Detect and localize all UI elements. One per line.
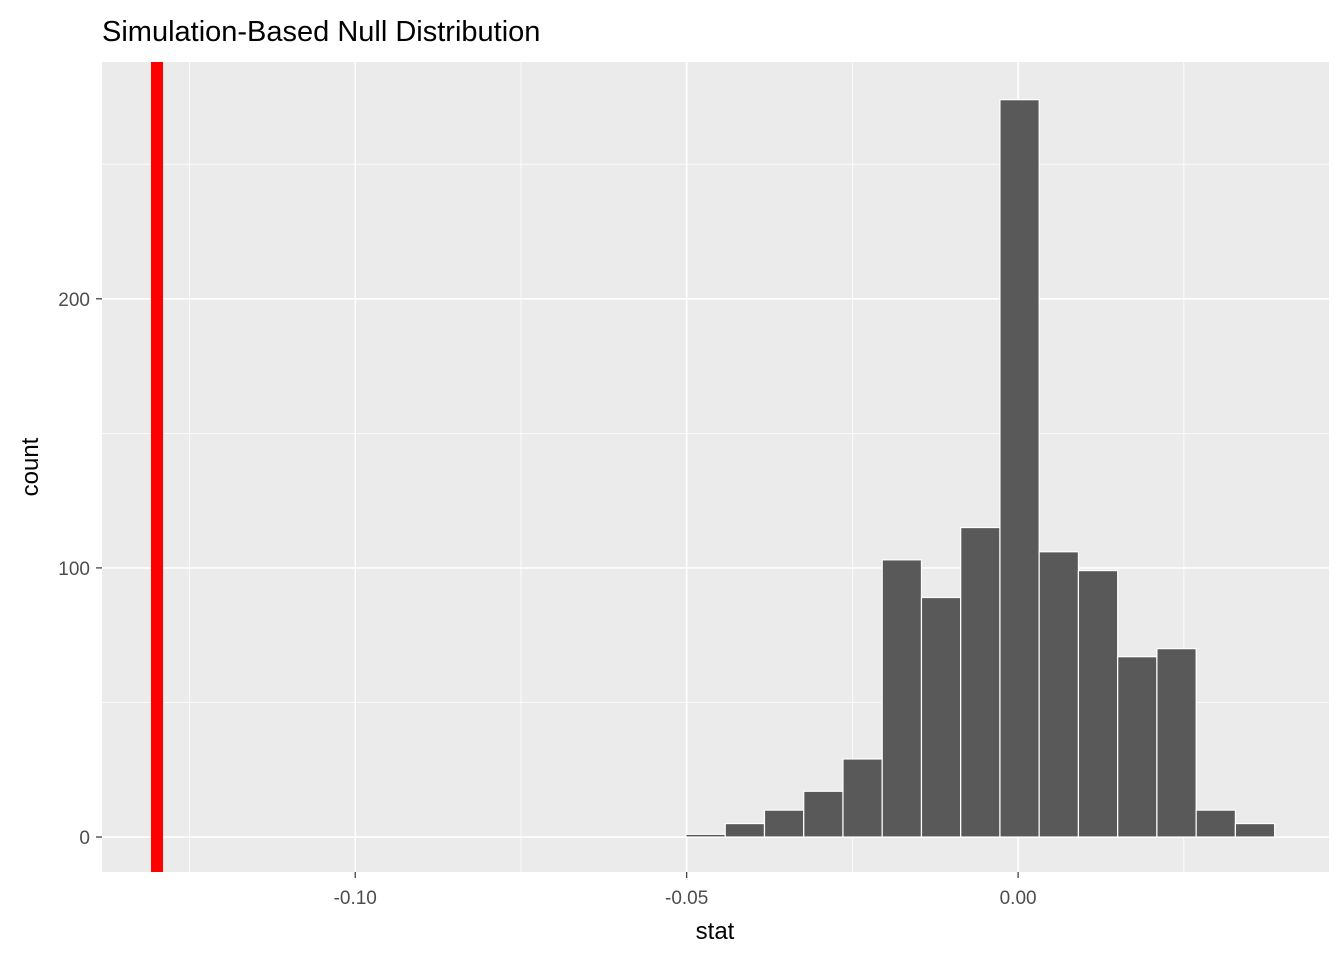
y-tick-label: 0 [79,828,90,849]
observed-stat-line [151,62,164,872]
y-tick-label: 200 [58,290,90,311]
x-tick-label: -0.05 [665,888,708,909]
histogram-bar [724,822,766,838]
histogram-bar [685,833,726,838]
histogram-bar [1156,648,1197,838]
x-tick-label: -0.10 [334,888,377,909]
y-axis-label: count [17,437,44,496]
histogram-bar [1234,822,1276,838]
histogram-bar [999,99,1040,838]
bars [685,99,1276,838]
y-axis: 0 100 200 [58,290,102,849]
histogram-bar [842,758,883,838]
histogram-bar [1038,551,1080,838]
x-tick-label: 0.00 [1000,888,1037,909]
histogram-bar [1077,570,1119,838]
histogram-bar [920,596,962,838]
histogram-bar [1195,809,1237,838]
histogram-bar [1117,656,1158,838]
x-axis-label: stat [696,918,735,945]
histogram-bar [803,790,844,838]
histogram-bar [960,526,1001,838]
histogram-bar [881,559,923,838]
x-axis: -0.10 -0.05 0.00 [334,872,1037,909]
observed-stat-marker [151,62,164,872]
chart-title: Simulation-Based Null Distribution [102,16,540,48]
histogram-bar [763,809,805,838]
y-tick-label: 100 [58,559,90,580]
